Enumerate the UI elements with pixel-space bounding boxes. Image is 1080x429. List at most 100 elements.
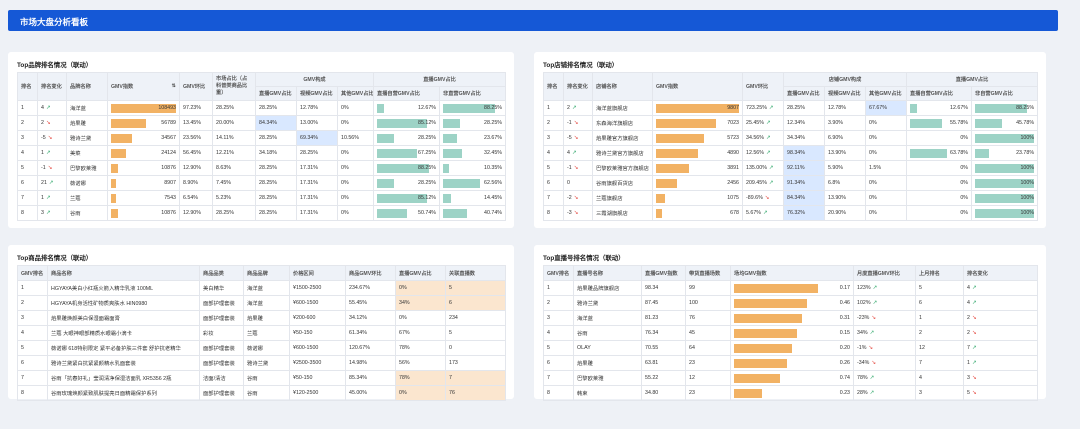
streamer-name-cell: 韩束: [573, 385, 642, 401]
page-title: 市场大盘分析看板: [20, 17, 89, 27]
bar-value: 34567: [161, 134, 176, 141]
bar-cell: 0.26: [734, 358, 850, 369]
col-live-share[interactable]: 直播GMV占比: [783, 86, 825, 101]
col-product-hb[interactable]: 商品GMV环比: [345, 265, 396, 281]
live-share-cell: 84.34%: [783, 190, 825, 206]
gmv-hb-cell: 209.45% ↗: [742, 175, 784, 191]
arrow-up-icon: ↗: [48, 180, 54, 186]
col-last-rank[interactable]: 上月排名: [915, 265, 964, 281]
col-gmv-index[interactable]: GMV指数: [652, 72, 743, 101]
col-other-share[interactable]: 其他GMV占比: [864, 86, 908, 101]
table-row[interactable]: 5 薇诺娜 618特别限定 紧平必备护肤三件套 舒护抗老精华 面部护理套装 薇诺娜 ¥6…: [17, 340, 506, 356]
table-row[interactable]: 1 2 ↗ 海洋蓝旗舰店 9807 723.25% ↗ 28.25% 12.78% 67.67% 1…: [543, 100, 1039, 116]
col-other-share[interactable]: 其他GMV占比: [337, 86, 374, 101]
col-nonself-share[interactable]: 非自营GMV占比: [971, 86, 1039, 101]
table-row[interactable]: 5 OLAY 70.55 64 0.20 -1% ↘ 12 7 ↗: [543, 340, 1038, 356]
store-table-body: 1 2 ↗ 海洋蓝旗舰店 9807 723.25% ↗ 28.25% 12.78% 67.67% 1…: [543, 100, 1039, 221]
col-self-live-share[interactable]: 直播自营GMV占比: [906, 86, 973, 101]
sort-icon[interactable]: ⇅: [171, 83, 176, 89]
col-rank-change[interactable]: 排名变化: [563, 72, 593, 101]
other-share-cell: 0%: [864, 175, 908, 191]
col-brand[interactable]: 商品品牌: [243, 265, 290, 281]
brand-name-cell: 焰果雕: [66, 115, 108, 131]
col-rank-change[interactable]: 排名变化: [37, 72, 67, 101]
bar-fill: [910, 148, 948, 158]
table-row[interactable]: 2 -1 ↘ 东森海洋旗舰店 7023 25.45% ↗ 12.34% 3.90% 0% 55.78…: [543, 115, 1039, 131]
table-row[interactable]: 5 -1 ↘ 巴黎欧莱雅官方旗舰店 3891 135.00% ↗ 92.11% 5.90% 1.5…: [543, 160, 1039, 176]
table-row[interactable]: 4 谷雨 76.34 45 0.15 34% ↗ 2 2 ↘: [543, 325, 1038, 341]
table-row[interactable]: 6 0 谷雨旗舰百货店 2456 209.45% ↗ 91.34% 6.8% 0% 0% 100%: [543, 175, 1039, 191]
table-row[interactable]: 7 巴黎欧莱雅 55.22 12 0.74 78% ↗ 4 3 ↘: [543, 370, 1038, 386]
col-brand-name[interactable]: 品牌名称: [66, 72, 108, 101]
store-ranking-panel: Top店铺排名情况（联动） 排名 排名变化 店铺名称 GMV指数 GMV环比 店…: [534, 52, 1046, 228]
col-streamer-name[interactable]: 直播号名称: [573, 265, 642, 281]
table-row[interactable]: 3 海洋蓝 81.23 76 0.31 -23% ↘ 1 2 ↘: [543, 310, 1038, 326]
bar-cell: 2456: [656, 178, 739, 189]
video-share-cell: 28.25%: [296, 145, 338, 161]
table-row[interactable]: 4 4 ↗ 雅诗兰黛官方旗舰店 4890 12.56% ↗ 98.34% 13.90% 0% 63.…: [543, 145, 1039, 161]
col-avg-gmv[interactable]: 场均GMV指数: [730, 265, 854, 281]
table-row[interactable]: 1 焰果雕品牌旗舰店 98.34 99 0.17 123% ↗ 5 4 ↗: [543, 280, 1038, 296]
table-row[interactable]: 8 3 ↗ 谷雨 10876 12.90% 28.25% 28.25% 17.31% 0% 50.7…: [17, 205, 507, 221]
rank-change-cell: -1 ↘: [563, 115, 593, 131]
table-row[interactable]: 2 2 ↘ 焰果雕 56789 13.45% 20.00% 84.34% 13.00% 0% 85.…: [17, 115, 507, 131]
col-monthly-hb[interactable]: 月度直播GMV环比: [853, 265, 916, 281]
table-row[interactable]: 1 4 ↗ 海洋蓝 108493 97.23% 28.25% 28.25% 12.78% 0% 12…: [17, 100, 507, 116]
col-gmv-rank[interactable]: GMV排名: [17, 265, 48, 281]
table-row[interactable]: 5 -1 ↘ 巴黎欧莱雅 10876 12.90% 8.63% 28.25% 17.31% 0% 8…: [17, 160, 507, 176]
col-category[interactable]: 商品品类: [199, 265, 244, 281]
table-row[interactable]: 6 雅诗兰黛紧白抗紧紧颜精水乳面套装 面部护理套装 雅诗兰黛 ¥2500-3500 14.…: [17, 355, 506, 371]
col-rank-change[interactable]: 排名变化: [963, 265, 1038, 281]
col-live-count[interactable]: 带货直播场数: [685, 265, 731, 281]
col-video-share[interactable]: 视频GMV占比: [296, 86, 338, 101]
col-rank[interactable]: 排名: [17, 72, 38, 101]
rank-cell: 7: [17, 370, 48, 386]
table-row[interactable]: 7 -2 ↘ 兰蔻旗舰店 1075 -89.6% ↘ 84.34% 13.90% 0% 0% 100%: [543, 190, 1039, 206]
col-store-name[interactable]: 店铺名称: [592, 72, 653, 101]
store-name-cell: 兰蔻旗舰店: [592, 190, 653, 206]
col-nonself-share[interactable]: 非直营GMV占比: [438, 86, 507, 101]
col-gmv-index[interactable]: GMV指数 ⇅: [107, 72, 180, 101]
col-live-share[interactable]: 直播GMV占比: [395, 265, 446, 281]
table-row[interactable]: 7 1 ↗ 兰蔻 7543 6.54% 5.23% 28.25% 17.31% 0% 85.12% 1…: [17, 190, 507, 206]
col-gmv-rank[interactable]: GMV排名: [543, 265, 574, 281]
table-row[interactable]: 4 1 ↗ 美菜 24124 56.45% 12.21% 34.18% 28.25% 0% 67.2…: [17, 145, 507, 161]
live-share-cell: 84.34%: [255, 115, 297, 131]
table-row[interactable]: 7 谷雨「抗春好礼」莹润清净保湿洁面乳 XR5356 2瓶 洁面/清洁 谷雨 ¥50-1…: [17, 370, 506, 386]
nonself-share-cell: 100%: [971, 160, 1039, 176]
col-self-live-share[interactable]: 直播自营GMV占比: [373, 86, 440, 101]
col-gmv-hb[interactable]: GMV环比: [742, 72, 784, 101]
table-row[interactable]: 6 21 ↗ 薇诺娜 8907 8.90% 7.45% 28.25% 17.31% 0% 28.25…: [17, 175, 507, 191]
streamer-panel-title: Top直播号排名情况（联动）: [543, 255, 625, 262]
table-row[interactable]: 2 HGYAYA机身活性矿物质爽肤水 HIN0980 面部护理套装 海洋蓝 ¥600-1…: [17, 295, 506, 311]
bar-fill: [377, 118, 428, 128]
col-rank[interactable]: 排名: [543, 72, 564, 101]
live-share-cell: 78%: [395, 370, 446, 386]
table-row[interactable]: 8 -3 ↘ 三霞湖旗舰店 678 5.67% ↗ 76.32% 20.90% 0% 0% 100%: [543, 205, 1039, 221]
table-row[interactable]: 8 谷雨玫瑰焕颜紧致肌肤提亮日面精霜保护系列 面部护理套装 谷雨 ¥120-2500 45…: [17, 385, 506, 401]
col-live-gmv-index[interactable]: 直播GMV指数: [641, 265, 686, 281]
col-price-range[interactable]: 价格区间: [289, 265, 346, 281]
bar-fill: [443, 163, 449, 173]
col-gmv-hb[interactable]: GMV环比: [179, 72, 213, 101]
table-row[interactable]: 4 兰蔻 大眼神眼部精质水眼霜小滴卡 彩妆 兰蔻 ¥50-150 61.34% 67% 5: [17, 325, 506, 341]
price-range-cell: ¥1500-2500: [289, 280, 346, 296]
col-market-share[interactable]: 市场占比（占科普类商品比重）: [212, 72, 256, 101]
bar-value: 23.78%: [1016, 149, 1035, 156]
gmv-index-cell: 108493: [107, 100, 180, 116]
table-row[interactable]: 6 焰果雕 63.81 23 0.26 -34% ↘ 7 1 ↗: [543, 355, 1038, 371]
other-share-cell: 0%: [864, 145, 908, 161]
bar-value: 10876: [161, 209, 176, 216]
brand-cell: 海洋蓝: [243, 280, 290, 296]
col-live-share[interactable]: 直播GMV占比: [255, 86, 297, 101]
col-linked-live[interactable]: 关联直播数: [445, 265, 506, 281]
table-row[interactable]: 3 -5 ↘ 雅诗兰黛 34567 23.56% 14.11% 28.25% 69.34% 10.…: [17, 130, 507, 146]
table-row[interactable]: 8 韩束 34.80 23 0.23 28% ↗ 3 5 ↘: [543, 385, 1038, 401]
table-row[interactable]: 2 雅诗兰黛 87.45 100 0.46 102% ↗ 6 4 ↗: [543, 295, 1038, 311]
col-video-share[interactable]: 视频GMV占比: [824, 86, 866, 101]
bar-value: 2456: [727, 179, 739, 186]
table-row[interactable]: 3 -5 ↘ 焰果雕官方旗舰店 5723 34.56% ↗ 34.34% 6.90% 0% 0% 10…: [543, 130, 1039, 146]
table-row[interactable]: 1 HGYAYA美白小红瓶火箭入精华乳液 100ML 美白精华 海洋蓝 ¥1500-25…: [17, 280, 506, 296]
table-row[interactable]: 3 焰果雕焕颜美白保湿面霜面膏 面部护理套装 焰果雕 ¥200-600 34.12% 0% 2…: [17, 310, 506, 326]
col-product-name[interactable]: 商品名称: [47, 265, 200, 281]
